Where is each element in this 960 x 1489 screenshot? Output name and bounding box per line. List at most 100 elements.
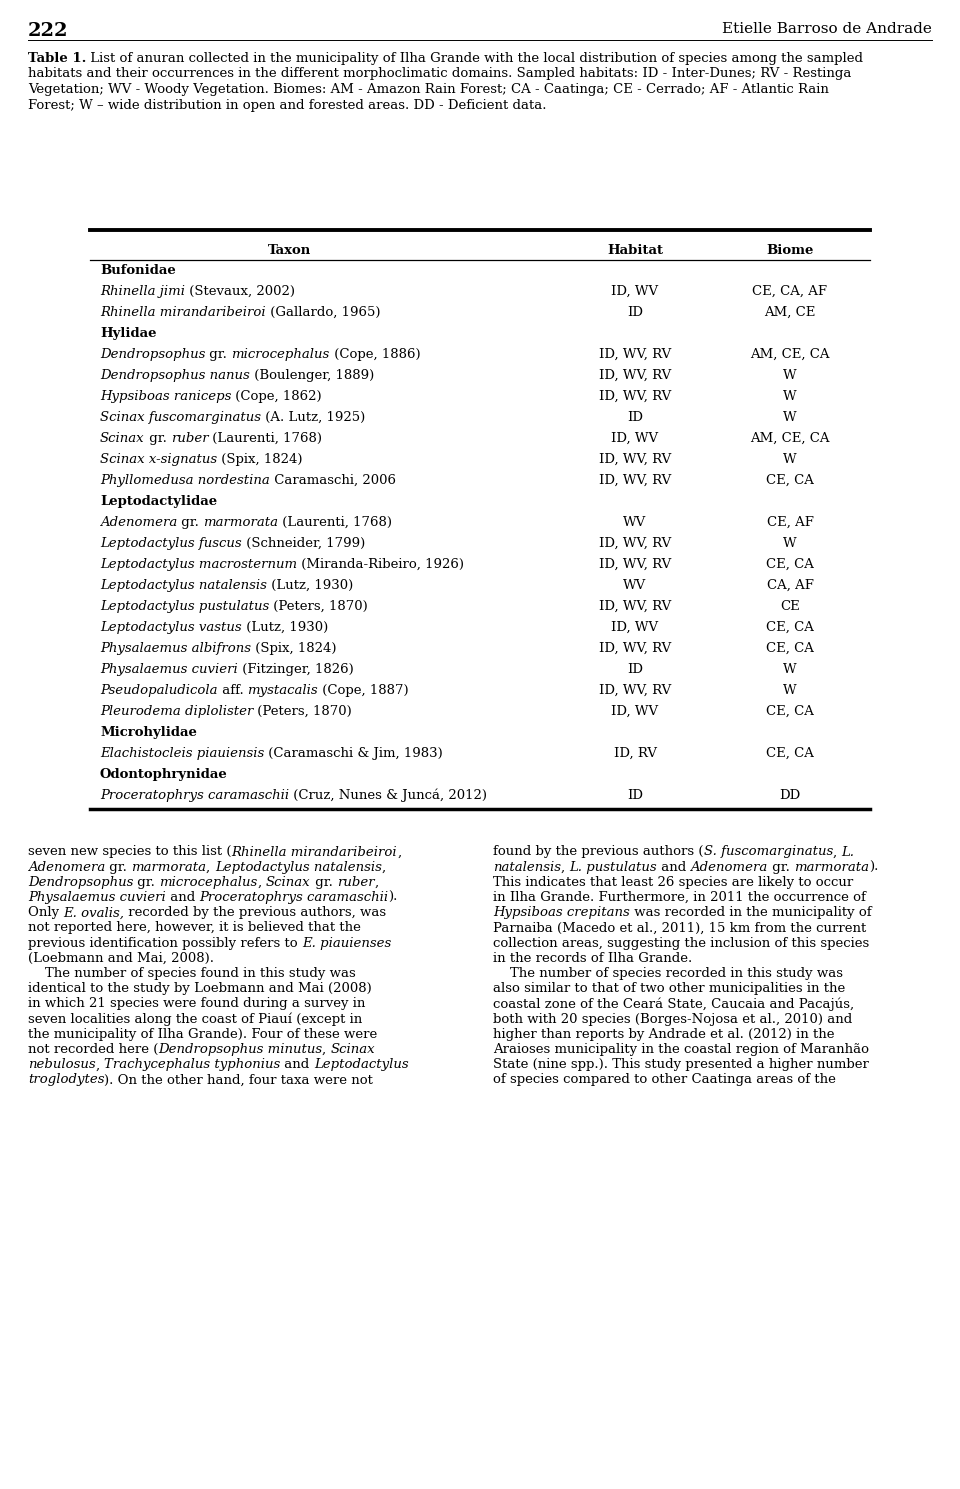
Text: ,: ,	[206, 861, 215, 874]
Text: Only: Only	[28, 907, 63, 919]
Text: AM, CE: AM, CE	[764, 307, 816, 319]
Text: ,: ,	[374, 876, 378, 889]
Text: ID, WV, RV: ID, WV, RV	[599, 642, 671, 655]
Text: Scinax: Scinax	[100, 432, 145, 445]
Text: higher than reports by Andrade et al. (2012) in the: higher than reports by Andrade et al. (2…	[493, 1027, 834, 1041]
Text: ID, WV, RV: ID, WV, RV	[599, 474, 671, 487]
Text: natalensis: natalensis	[493, 861, 561, 874]
Text: State (nine spp.). This study presented a higher number: State (nine spp.). This study presented …	[493, 1059, 869, 1071]
Text: Leptodactylus fuscus: Leptodactylus fuscus	[100, 538, 242, 549]
Text: Leptodactylus natalensis: Leptodactylus natalensis	[215, 861, 382, 874]
Text: Leptodactylus macrosternum: Leptodactylus macrosternum	[100, 558, 298, 570]
Text: recorded by the previous authors, was: recorded by the previous authors, was	[125, 907, 387, 919]
Text: and: and	[280, 1059, 314, 1071]
Text: (Stevaux, 2002): (Stevaux, 2002)	[185, 284, 295, 298]
Text: ID, WV, RV: ID, WV, RV	[599, 390, 671, 404]
Text: Dendropsophus minutus: Dendropsophus minutus	[158, 1044, 323, 1056]
Text: ID, WV, RV: ID, WV, RV	[599, 600, 671, 613]
Text: Microhylidae: Microhylidae	[100, 727, 197, 739]
Text: (Peters, 1870): (Peters, 1870)	[269, 600, 368, 613]
Text: (Laurenti, 1768): (Laurenti, 1768)	[278, 517, 393, 529]
Text: WV: WV	[623, 579, 647, 593]
Text: (Fitzinger, 1826): (Fitzinger, 1826)	[238, 663, 353, 676]
Text: Physalaemus cuvieri: Physalaemus cuvieri	[28, 890, 166, 904]
Text: previous identification possibly refers to: previous identification possibly refers …	[28, 937, 301, 950]
Text: of species compared to other Caatinga areas of the: of species compared to other Caatinga ar…	[493, 1074, 836, 1087]
Text: Trachycephalus typhonius: Trachycephalus typhonius	[104, 1059, 280, 1071]
Text: seven new species to this list (: seven new species to this list (	[28, 846, 231, 859]
Text: ,: ,	[832, 846, 841, 859]
Text: Dendropsophus: Dendropsophus	[100, 348, 205, 360]
Text: W: W	[783, 411, 797, 424]
Text: Hypsiboas crepitans: Hypsiboas crepitans	[493, 907, 630, 919]
Text: 222: 222	[28, 22, 68, 40]
Text: Taxon: Taxon	[269, 244, 312, 258]
Text: Pseudopaludicola: Pseudopaludicola	[100, 683, 218, 697]
Text: ID: ID	[627, 307, 643, 319]
Text: Physalaemus albifrons: Physalaemus albifrons	[100, 642, 251, 655]
Text: W: W	[783, 663, 797, 676]
Text: (Boulenger, 1889): (Boulenger, 1889)	[250, 369, 374, 383]
Text: W: W	[783, 369, 797, 383]
Text: E. piauienses: E. piauienses	[301, 937, 391, 950]
Text: W: W	[783, 390, 797, 404]
Text: coastal zone of the Ceará State, Caucaia and Pacajús,: coastal zone of the Ceará State, Caucaia…	[493, 998, 854, 1011]
Text: (Caramaschi & Jim, 1983): (Caramaschi & Jim, 1983)	[264, 747, 443, 759]
Text: (Lutz, 1930): (Lutz, 1930)	[267, 579, 353, 593]
Text: Rhinella mirandaribeiroi: Rhinella mirandaribeiroi	[231, 846, 397, 859]
Text: Scinax: Scinax	[266, 876, 311, 889]
Text: also similar to that of two other municipalities in the: also similar to that of two other munici…	[493, 983, 845, 995]
Text: habitats and their occurrences in the different morphoclimatic domains. Sampled : habitats and their occurrences in the di…	[28, 67, 852, 80]
Text: in the records of Ilha Grande.: in the records of Ilha Grande.	[493, 951, 692, 965]
Text: Proceratophrys caramaschii: Proceratophrys caramaschii	[200, 890, 389, 904]
Text: Bufonidae: Bufonidae	[100, 264, 176, 277]
Text: Etielle Barroso de Andrade: Etielle Barroso de Andrade	[722, 22, 932, 36]
Text: ID, WV, RV: ID, WV, RV	[599, 538, 671, 549]
Text: Adenomera: Adenomera	[690, 861, 768, 874]
Text: (Cope, 1887): (Cope, 1887)	[318, 683, 409, 697]
Text: and: and	[657, 861, 690, 874]
Text: Rhinella mirandaribeiroi: Rhinella mirandaribeiroi	[100, 307, 266, 319]
Text: Araioses municipality in the coastal region of Maranhão: Araioses municipality in the coastal reg…	[493, 1044, 869, 1056]
Text: gr.: gr.	[205, 348, 231, 360]
Text: aff.: aff.	[218, 683, 248, 697]
Text: Leptodactylidae: Leptodactylidae	[100, 494, 217, 508]
Text: seven localities along the coast of Piauí (except in: seven localities along the coast of Piau…	[28, 1013, 362, 1026]
Text: ). On the other hand, four taxa were not: ). On the other hand, four taxa were not	[105, 1074, 373, 1087]
Text: ID, WV: ID, WV	[612, 704, 659, 718]
Text: ID, WV, RV: ID, WV, RV	[599, 369, 671, 383]
Text: Scinax fuscomarginatus: Scinax fuscomarginatus	[100, 411, 261, 424]
Text: (Gallardo, 1965): (Gallardo, 1965)	[266, 307, 380, 319]
Text: CE, CA: CE, CA	[766, 642, 814, 655]
Text: Caramaschi, 2006: Caramaschi, 2006	[270, 474, 396, 487]
Text: List of anuran collected in the municipality of Ilha Grande with the local distr: List of anuran collected in the municipa…	[86, 52, 863, 66]
Text: in Ilha Grande. Furthermore, in 2011 the occurrence of: in Ilha Grande. Furthermore, in 2011 the…	[493, 890, 866, 904]
Text: Adenomera: Adenomera	[100, 517, 178, 529]
Text: Scinax: Scinax	[331, 1044, 375, 1056]
Text: DD: DD	[780, 789, 801, 803]
Text: troglodytes: troglodytes	[28, 1074, 105, 1087]
Text: The number of species recorded in this study was: The number of species recorded in this s…	[493, 966, 843, 980]
Text: Pleurodema diplolister: Pleurodema diplolister	[100, 704, 253, 718]
Text: Scinax x-signatus: Scinax x-signatus	[100, 453, 217, 466]
Text: and: and	[166, 890, 200, 904]
Text: CE, CA: CE, CA	[766, 704, 814, 718]
Text: Hypsiboas raniceps: Hypsiboas raniceps	[100, 390, 231, 404]
Text: Forest; W – wide distribution in open and forested areas. DD - Deficient data.: Forest; W – wide distribution in open an…	[28, 98, 546, 112]
Text: S. fuscomarginatus: S. fuscomarginatus	[704, 846, 832, 859]
Text: ruber: ruber	[337, 876, 374, 889]
Text: Elachistocleis piauiensis: Elachistocleis piauiensis	[100, 747, 264, 759]
Text: ,: ,	[257, 876, 266, 889]
Text: ,: ,	[382, 861, 386, 874]
Text: L.: L.	[841, 846, 854, 859]
Text: CE: CE	[780, 600, 800, 613]
Text: CE, CA, AF: CE, CA, AF	[753, 284, 828, 298]
Text: W: W	[783, 683, 797, 697]
Text: not reported here, however, it is believed that the: not reported here, however, it is believ…	[28, 922, 361, 935]
Text: (Spix, 1824): (Spix, 1824)	[251, 642, 337, 655]
Text: Leptodactylus natalensis: Leptodactylus natalensis	[100, 579, 267, 593]
Text: ID, WV, RV: ID, WV, RV	[599, 348, 671, 360]
Text: AM, CE, CA: AM, CE, CA	[751, 348, 829, 360]
Text: in which 21 species were found during a survey in: in which 21 species were found during a …	[28, 998, 366, 1011]
Text: (Peters, 1870): (Peters, 1870)	[253, 704, 352, 718]
